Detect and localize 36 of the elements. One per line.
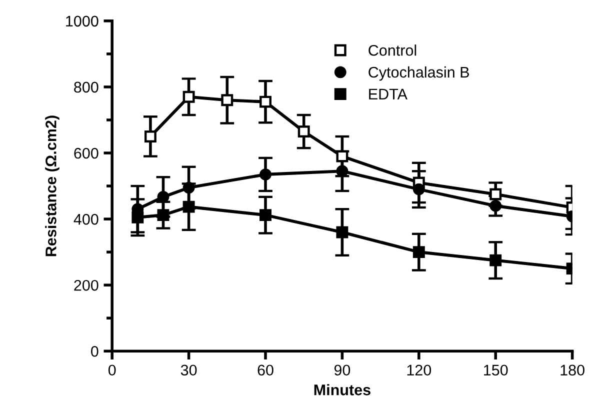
y-tick-label: 400 [74,214,98,225]
y-tick-label: 0 [91,346,98,357]
y-tick-label: 200 [74,280,98,291]
point [260,96,272,108]
point [336,226,348,238]
point [490,254,502,266]
x-tick-label: 120 [407,364,432,376]
x-tick-label: 180 [560,364,584,376]
point [144,130,156,142]
y-tick-label: 800 [74,82,98,93]
x-axis-title: Minutes [314,384,370,396]
point [298,126,310,138]
point [182,182,195,194]
y-tick-label: 600 [74,148,98,159]
point [157,209,170,222]
point [221,94,234,106]
y-tick-label: 1000 [66,16,98,27]
point [490,200,502,212]
point [412,183,425,196]
point [490,188,502,200]
x-tick-label: 90 [334,364,350,376]
point [132,211,144,224]
point [412,246,425,258]
x-tick-label: 150 [484,364,508,376]
legend-label: Control [368,44,416,56]
point [336,150,348,162]
x-tick-label: 30 [180,364,197,376]
x-tick-label: 0 [108,364,116,376]
point [182,200,195,213]
point [260,168,272,180]
x-tick-label: 60 [258,364,274,376]
y-axis-title: Resistance (Ω.cm2) [45,116,60,256]
point [260,209,272,222]
point [182,90,195,103]
legend-label: Cytochalasin B [368,66,469,81]
legend-label: EDTA [369,88,408,100]
